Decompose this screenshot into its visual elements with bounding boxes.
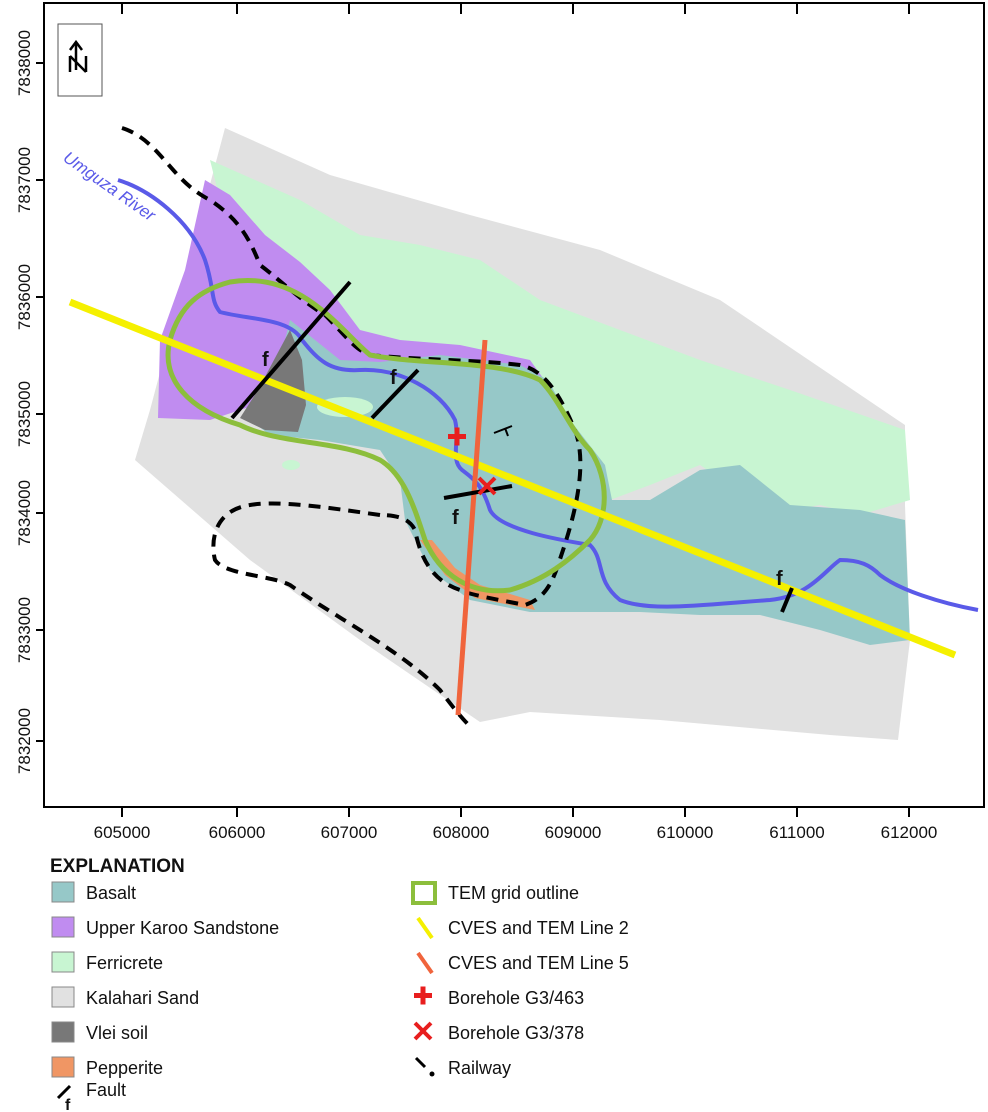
legend-label: Vlei soil (86, 1023, 148, 1043)
legend-borehole-plus-icon (414, 986, 432, 1005)
fault-label: f (390, 367, 397, 389)
ferricrete-patch (282, 460, 300, 470)
y-tick-label: 7838000 (15, 30, 34, 96)
legend-label: CVES and TEM Line 2 (448, 918, 629, 938)
x-tick-label: 607000 (321, 823, 378, 842)
legend: EXPLANATION Basalt Upper Karoo Sandstone… (50, 856, 629, 1112)
basalt-unit (250, 320, 910, 645)
legend-swatch-basalt (51, 881, 75, 903)
legend-title: EXPLANATION (50, 856, 185, 877)
legend-swatch-sandstone (51, 916, 75, 938)
borehole-g3-463-marker (448, 427, 466, 446)
x-tick-label: 612000 (881, 823, 938, 842)
legend-label: TEM grid outline (448, 883, 579, 903)
legend-swatch-pepperite (51, 1056, 75, 1078)
legend-label: Kalahari Sand (86, 988, 199, 1008)
legend-label: Ferricrete (86, 953, 163, 973)
north-arrow-icon (68, 39, 88, 73)
y-tick-label: 7834000 (15, 480, 34, 546)
legend-label: Borehole G3/378 (448, 1023, 584, 1043)
fault-line (780, 587, 794, 613)
legend-fault-icon: f (56, 1084, 72, 1112)
legend-swatch-line-2 (416, 916, 434, 940)
ferricrete-unit (210, 160, 910, 515)
umguza-river (117, 178, 979, 612)
y-tick-label: 7836000 (15, 264, 34, 330)
railway-north (121, 126, 583, 608)
x-tick-label: 606000 (209, 823, 266, 842)
y-axis-labels: 7838000 7837000 7836000 7835000 7834000 … (15, 30, 34, 774)
legend-swatch-ferricrete (51, 951, 75, 973)
x-tick-label: 609000 (545, 823, 602, 842)
y-tick-label: 7832000 (15, 708, 34, 774)
tem-grid-outline (165, 277, 607, 594)
legend-label: CVES and TEM Line 5 (448, 953, 629, 973)
legend-swatch-vlei (51, 1021, 75, 1043)
legend-swatch-kalahari (51, 986, 75, 1008)
north-arrow-box (57, 23, 103, 97)
ferricrete-patch (317, 397, 373, 417)
fault-line (370, 368, 420, 420)
legend-label: Upper Karoo Sandstone (86, 918, 279, 938)
legend-label: Railway (448, 1058, 511, 1078)
legend-label: Basalt (86, 883, 136, 903)
y-tick-label: 7833000 (15, 597, 34, 663)
legend-label: Fault (86, 1080, 126, 1100)
x-tick-label: 611000 (769, 823, 824, 842)
fault-label: f (262, 349, 269, 371)
x-tick-label: 608000 (433, 823, 490, 842)
x-tick-label: 605000 (94, 823, 151, 842)
legend-swatch-line-5 (416, 951, 434, 975)
cves-tem-line-2 (68, 298, 957, 659)
svg-text:f: f (65, 1097, 71, 1112)
legend-label: Pepperite (86, 1058, 163, 1078)
legend-swatch-tem-grid (411, 881, 437, 905)
y-axis-ticks (36, 62, 44, 742)
y-tick-label: 7835000 (15, 381, 34, 447)
x-tick-label: 610000 (657, 823, 714, 842)
legend-label: Borehole G3/463 (448, 988, 584, 1008)
borehole-g3-378-marker (477, 476, 497, 496)
dip-symbol (493, 425, 513, 437)
fault-line (230, 280, 352, 420)
y-tick-label: 7837000 (15, 147, 34, 213)
x-axis-labels: 605000 606000 607000 608000 609000 61000… (94, 823, 938, 842)
fault-label: f (452, 507, 459, 529)
fault-line (443, 484, 513, 500)
legend-borehole-x-icon (413, 1021, 433, 1041)
x-axis-ticks (121, 3, 910, 817)
fault-label: f (776, 568, 783, 590)
railway-south (211, 501, 474, 730)
cves-tem-line-5 (455, 339, 488, 716)
legend-railway-icon (414, 1056, 435, 1077)
